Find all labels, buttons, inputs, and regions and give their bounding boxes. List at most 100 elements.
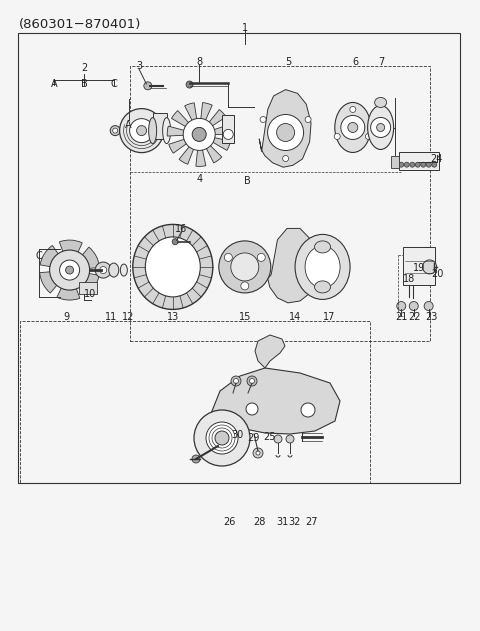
Bar (222, 115, 234, 143)
Ellipse shape (133, 225, 213, 309)
Ellipse shape (163, 117, 171, 144)
Text: 21: 21 (395, 312, 408, 322)
Bar (153, 113, 167, 139)
Circle shape (130, 119, 154, 143)
Text: C: C (111, 79, 118, 89)
Circle shape (183, 119, 215, 150)
Text: 30: 30 (231, 430, 244, 440)
Circle shape (348, 122, 358, 133)
Text: 24: 24 (431, 154, 443, 164)
Ellipse shape (314, 281, 331, 293)
Circle shape (276, 124, 295, 141)
Wedge shape (57, 270, 80, 300)
Circle shape (350, 107, 356, 112)
Circle shape (246, 403, 258, 415)
Text: 3: 3 (136, 61, 142, 71)
Circle shape (422, 260, 437, 274)
Text: 27: 27 (306, 517, 318, 528)
Text: 12: 12 (122, 312, 134, 322)
Text: 20: 20 (432, 269, 444, 279)
Wedge shape (199, 134, 222, 163)
Ellipse shape (305, 246, 340, 288)
Circle shape (95, 262, 111, 278)
Text: 8: 8 (196, 57, 202, 67)
Circle shape (397, 302, 406, 310)
Text: (860301−870401): (860301−870401) (19, 18, 142, 31)
Bar (20, 321, 370, 483)
Circle shape (137, 126, 146, 136)
Polygon shape (255, 335, 285, 368)
Circle shape (172, 239, 178, 245)
Wedge shape (199, 110, 226, 134)
Circle shape (260, 117, 266, 122)
Wedge shape (169, 134, 199, 153)
Wedge shape (40, 245, 70, 270)
Circle shape (231, 376, 241, 386)
Wedge shape (70, 247, 99, 270)
Text: 25: 25 (264, 432, 276, 442)
Circle shape (267, 114, 303, 151)
Circle shape (144, 82, 152, 90)
Polygon shape (268, 228, 317, 303)
Circle shape (66, 266, 73, 274)
Circle shape (432, 162, 437, 167)
Circle shape (60, 260, 80, 280)
Ellipse shape (314, 241, 331, 253)
Wedge shape (70, 270, 99, 295)
Text: A: A (51, 79, 58, 89)
Text: A: A (125, 120, 132, 130)
Circle shape (283, 155, 288, 162)
Ellipse shape (109, 263, 119, 277)
Circle shape (113, 128, 118, 133)
Wedge shape (199, 124, 231, 134)
Circle shape (409, 302, 418, 310)
Circle shape (224, 254, 232, 261)
Text: 11: 11 (105, 312, 118, 322)
Polygon shape (207, 368, 340, 434)
Wedge shape (171, 110, 199, 134)
Circle shape (206, 422, 238, 454)
Circle shape (120, 109, 164, 153)
Wedge shape (40, 270, 70, 293)
Circle shape (250, 379, 254, 384)
Circle shape (219, 241, 271, 293)
Text: 23: 23 (425, 312, 437, 322)
Circle shape (257, 254, 265, 261)
Circle shape (341, 115, 365, 139)
Text: B: B (244, 176, 251, 186)
Ellipse shape (335, 102, 371, 153)
Circle shape (286, 435, 294, 443)
Bar (403, 247, 435, 285)
Ellipse shape (375, 97, 387, 107)
Wedge shape (179, 134, 199, 164)
Circle shape (410, 162, 415, 167)
Circle shape (186, 81, 193, 88)
Circle shape (399, 162, 404, 167)
Text: 22: 22 (408, 312, 421, 322)
Text: 32: 32 (288, 517, 300, 528)
Ellipse shape (120, 264, 127, 276)
Circle shape (424, 302, 433, 310)
Circle shape (253, 448, 263, 458)
Text: 28: 28 (253, 517, 265, 528)
Text: 26: 26 (223, 517, 236, 528)
Text: 6: 6 (352, 57, 358, 67)
Text: C: C (36, 251, 43, 261)
Circle shape (194, 410, 250, 466)
Wedge shape (199, 103, 212, 134)
Text: 17: 17 (323, 312, 335, 322)
Text: 19: 19 (413, 262, 425, 273)
Bar (130, 66, 430, 341)
Circle shape (110, 126, 120, 136)
Circle shape (192, 127, 206, 141)
Circle shape (192, 455, 200, 463)
Bar (18, 33, 460, 483)
Wedge shape (199, 134, 230, 150)
Wedge shape (167, 126, 199, 136)
Circle shape (365, 134, 372, 139)
Circle shape (215, 431, 229, 445)
Circle shape (100, 266, 107, 274)
Circle shape (241, 282, 249, 290)
Wedge shape (60, 240, 82, 270)
Circle shape (334, 134, 340, 139)
